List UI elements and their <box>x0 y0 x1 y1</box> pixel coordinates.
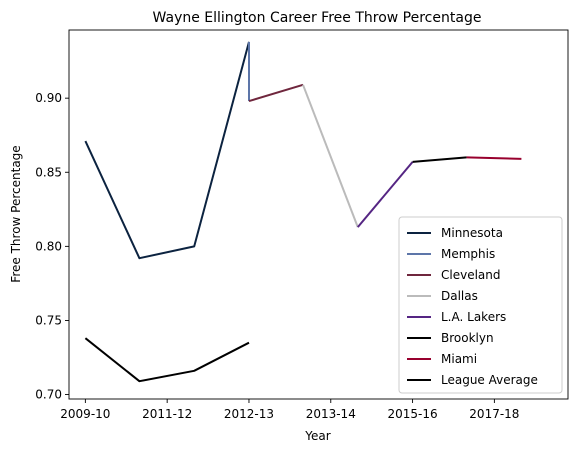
legend-label-6: Miami <box>441 352 477 366</box>
y-axis-label: Free Throw Percentage <box>9 145 23 282</box>
axis-ticks: 2009-10 2011-12 2012-13 2013-14 2015-16 2017-… <box>35 91 519 421</box>
series-line-4 <box>357 161 414 228</box>
x-tick-label-3: 2013-14 <box>306 407 356 421</box>
legend-label-3: Dallas <box>441 289 478 303</box>
series-line-0 <box>84 41 250 260</box>
series-line-3 <box>302 84 359 228</box>
y-tick-label-2: 0.80 <box>35 239 62 253</box>
legend-label-0: Minnesota <box>441 226 503 240</box>
series-line-5 <box>412 156 467 163</box>
y-tick-label-3: 0.85 <box>35 165 62 179</box>
legend-box <box>398 216 563 394</box>
series-line-2 <box>248 83 304 103</box>
series-line-7 <box>84 337 250 383</box>
y-tick-label-0: 0.70 <box>35 388 62 402</box>
x-tick-label-2: 2012-13 <box>224 407 274 421</box>
x-tick-label-1: 2011-12 <box>142 407 192 421</box>
x-tick-label-0: 2009-10 <box>60 407 110 421</box>
x-axis-label: Year <box>304 429 330 443</box>
legend-label-1: Memphis <box>441 247 495 261</box>
axes-frame <box>68 29 569 400</box>
legend-label-4: L.A. Lakers <box>441 310 506 324</box>
plot-area <box>84 41 522 383</box>
legend-label-5: Brooklyn <box>441 331 494 345</box>
y-tick-label-4: 0.90 <box>35 91 62 105</box>
chart-title: Wayne Ellington Career Free Throw Percen… <box>153 10 482 26</box>
series-line-6 <box>466 156 522 160</box>
x-tick-label-4: 2015-16 <box>388 407 438 421</box>
legend: Minnesota Memphis Cleveland Dallas L.A. Lake… <box>398 216 563 394</box>
x-tick-label-5: 2017-18 <box>469 407 519 421</box>
legend-label-2: Cleveland <box>441 268 501 282</box>
legend-label-7: League Average <box>441 373 538 387</box>
y-tick-label-1: 0.75 <box>35 313 62 327</box>
